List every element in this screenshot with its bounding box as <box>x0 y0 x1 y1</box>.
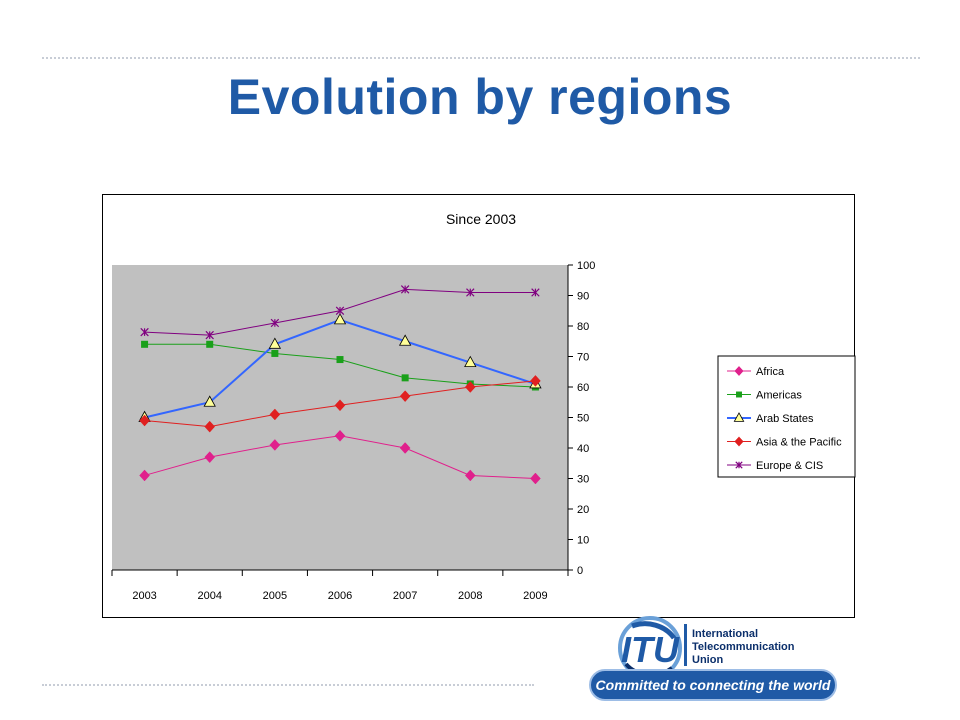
legend-label: Arab States <box>756 413 814 425</box>
data-point <box>734 365 744 377</box>
line-chart: Since 2003 0 10 20 30 40 50 60 70 80 90 100 2003 200… <box>111 211 856 602</box>
data-point <box>464 381 476 393</box>
data-point <box>206 340 214 348</box>
series-asia-the-pacific <box>139 375 541 433</box>
y-tick-label: 50 <box>577 413 589 425</box>
logo-line-1: International <box>692 628 758 640</box>
data-point <box>334 429 346 442</box>
data-point <box>734 436 744 447</box>
data-point <box>271 349 279 357</box>
legend-item: Arab States <box>727 412 814 425</box>
legend-label: Europe & CIS <box>756 460 823 472</box>
logo-line-3: Union <box>692 654 723 666</box>
data-point <box>464 469 476 482</box>
series-europe-cis <box>140 285 540 340</box>
y-tick-label: 40 <box>577 443 589 455</box>
x-tick-label: 2007 <box>393 590 417 602</box>
top-divider <box>42 57 920 59</box>
axes: 0 10 20 30 40 50 60 70 80 90 100 2003 2004 2005 2006 20… <box>111 260 595 602</box>
data-point <box>139 469 150 482</box>
chart-container: Since 2003 0 10 20 30 40 50 60 70 80 90 100 2003 200… <box>102 194 856 618</box>
logo-tagline: Committed to connecting the world <box>596 677 831 693</box>
data-point <box>399 390 411 403</box>
data-point <box>140 327 149 337</box>
x-tick-label: 2006 <box>328 590 352 602</box>
series-layer <box>138 285 542 485</box>
data-point <box>269 408 281 421</box>
legend-label: Africa <box>756 366 785 378</box>
y-tick-label: 100 <box>577 260 595 272</box>
data-point <box>141 340 149 348</box>
data-point <box>530 472 541 485</box>
data-point <box>735 461 743 469</box>
data-point <box>336 356 344 364</box>
data-point <box>204 451 216 464</box>
legend-item: Asia & the Pacific <box>727 436 842 449</box>
logo-mark: ITU <box>621 629 680 670</box>
bottom-divider <box>42 684 534 686</box>
series-africa <box>139 429 541 485</box>
legend-item: Americas <box>727 390 802 402</box>
y-tick-label: 90 <box>577 291 589 303</box>
data-point <box>334 399 346 412</box>
x-tick-label: 2003 <box>132 590 156 602</box>
data-point <box>269 439 281 451</box>
tagline-banner <box>589 669 837 701</box>
data-point <box>464 355 477 368</box>
data-point <box>399 442 411 454</box>
x-tick-label: 2008 <box>458 590 482 602</box>
legend: Africa Americas Arab States Asia & the Paci… <box>727 365 842 472</box>
legend-label: Asia & the Pacific <box>756 437 842 449</box>
data-point <box>733 412 745 422</box>
logo-divider <box>684 624 687 666</box>
chart-title: Since 2003 <box>446 211 516 227</box>
x-tick-label: 2009 <box>523 590 547 602</box>
legend-item: Africa <box>727 365 785 378</box>
data-point <box>335 306 345 315</box>
data-point <box>333 313 347 325</box>
y-tick-label: 0 <box>577 565 583 577</box>
data-point <box>270 318 280 328</box>
y-tick-label: 60 <box>577 382 589 394</box>
data-point <box>268 337 282 349</box>
data-point <box>205 330 214 340</box>
data-point <box>204 420 216 433</box>
data-point <box>530 375 541 387</box>
x-tick-label: 2005 <box>263 590 287 602</box>
itu-logo: ITU International Telecommunication Unio… <box>589 616 837 701</box>
data-point <box>400 285 410 294</box>
data-point <box>531 288 540 297</box>
legend-item: Europe & CIS <box>727 460 823 472</box>
logo-line-2: Telecommunication <box>692 641 795 653</box>
y-tick-label: 70 <box>577 352 589 364</box>
data-point <box>203 395 216 407</box>
y-tick-label: 30 <box>577 474 589 486</box>
y-tick-label: 20 <box>577 504 589 516</box>
y-tick-label: 80 <box>577 321 589 333</box>
data-point <box>398 334 412 346</box>
data-point <box>401 374 409 382</box>
slide-title: Evolution by regions <box>227 69 733 125</box>
data-point <box>736 391 742 398</box>
y-tick-label: 10 <box>577 535 589 547</box>
data-point <box>139 414 150 427</box>
x-tick-label: 2004 <box>197 590 221 602</box>
legend-label: Americas <box>756 390 802 402</box>
data-point <box>466 288 475 297</box>
